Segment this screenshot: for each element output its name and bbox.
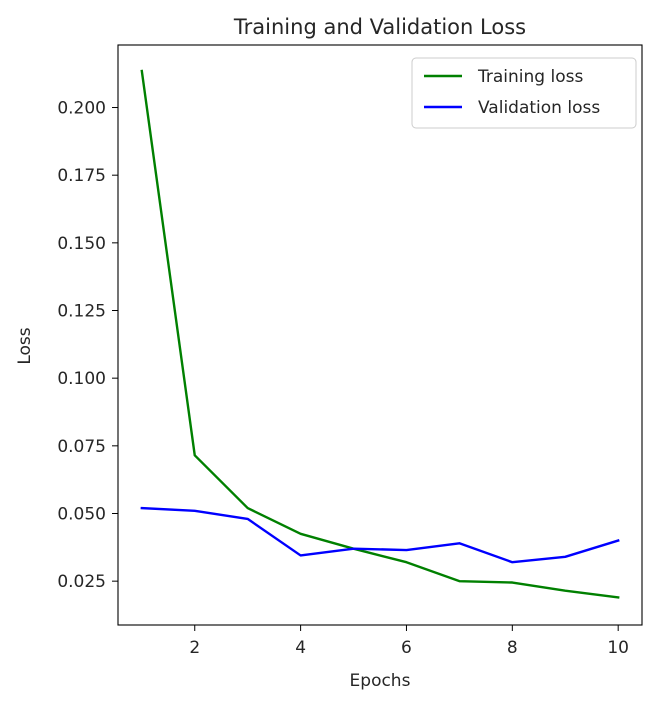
x-axis-label: Epochs <box>350 671 411 691</box>
y-tick-label: 0.125 <box>57 302 106 322</box>
x-tick-label: 2 <box>189 638 200 658</box>
x-tick-label: 8 <box>507 638 518 658</box>
y-tick-label: 0.100 <box>57 369 106 389</box>
x-tick-label: 10 <box>607 638 629 658</box>
y-tick-label: 0.050 <box>57 504 106 524</box>
y-tick-label: 0.175 <box>57 166 106 186</box>
legend-label: Training loss <box>477 67 583 87</box>
plot-area <box>117 44 643 626</box>
series-lines <box>140 69 620 599</box>
y-axis: 0.025 0.050 0.075 0.100 0.125 0.150 0.175 0.200 <box>57 99 118 592</box>
y-axis-label: Loss <box>15 327 35 364</box>
y-tick-label: 0.150 <box>57 234 106 254</box>
series-line-training-loss <box>140 69 620 599</box>
legend-box <box>411 57 637 129</box>
x-tick-label: 4 <box>295 638 306 658</box>
legend: Training loss Validation loss <box>411 57 637 129</box>
legend-label: Validation loss <box>478 98 600 118</box>
y-tick-label: 0.200 <box>57 99 106 119</box>
y-tick-label: 0.075 <box>57 437 106 457</box>
x-tick-label: 6 <box>401 638 412 658</box>
plot-frame <box>117 44 643 626</box>
x-axis: 2 4 6 8 10 <box>189 625 629 658</box>
y-tick-label: 0.025 <box>57 572 106 592</box>
series-line-validation-loss <box>140 506 620 564</box>
chart-title: Training and Validation Loss <box>233 15 526 39</box>
